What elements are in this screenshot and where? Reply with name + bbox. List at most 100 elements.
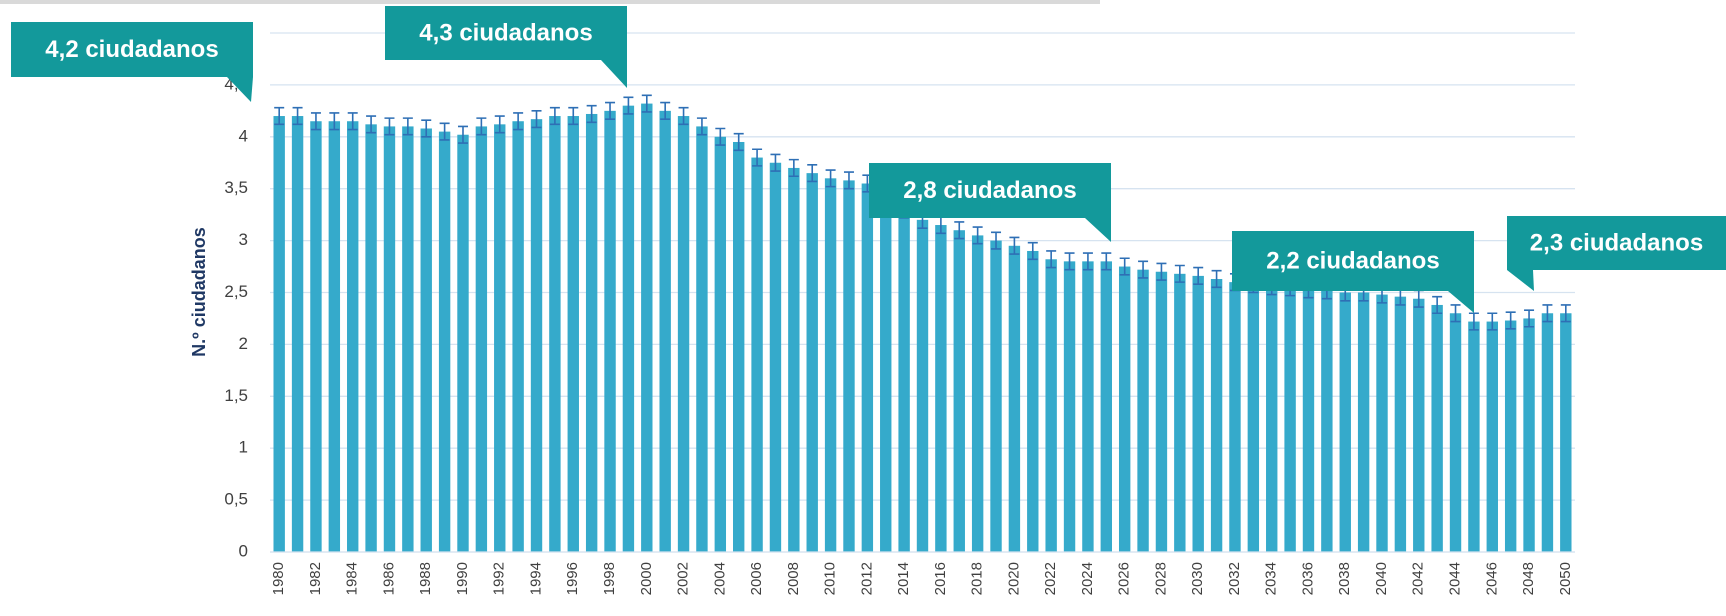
x-tick-label: 2028: [1152, 562, 1169, 595]
bar: [1284, 287, 1296, 552]
x-tick-label: 2020: [1005, 562, 1022, 595]
bar: [438, 131, 451, 553]
bar: [475, 126, 488, 553]
error-bar: [1119, 257, 1130, 276]
x-tick-label: 2042: [1410, 562, 1427, 595]
bar: [641, 103, 653, 553]
error-bar: [1064, 252, 1075, 271]
callout-tail: [1085, 218, 1111, 242]
bar: [1504, 320, 1517, 552]
bar: [291, 116, 304, 552]
x-tick-label: 2038: [1336, 562, 1353, 595]
bar: [1449, 313, 1462, 552]
top-shadow: [0, 0, 1100, 4]
y-tick-label: 0,5: [224, 490, 248, 509]
bar: [732, 141, 745, 553]
x-tick-label: 2046: [1483, 562, 1500, 595]
error-bar: [678, 106, 689, 126]
error-bar: [1524, 309, 1535, 328]
bar: [1155, 271, 1168, 552]
error-bar: [1542, 304, 1553, 323]
error-bar: [1156, 262, 1167, 281]
callout-tail: [227, 77, 253, 102]
x-tick-label: 2014: [895, 562, 912, 595]
error-bar: [1468, 312, 1479, 331]
error-bar: [1450, 304, 1461, 323]
error-bar: [1560, 304, 1571, 323]
callout-box: [385, 6, 627, 60]
error-bar: [752, 148, 763, 167]
error-bar: [696, 117, 707, 136]
x-tick-label: 1984: [344, 562, 361, 595]
y-tick-label: 3,5: [224, 178, 248, 197]
y-tick-label: 1: [239, 438, 248, 457]
bar: [604, 110, 616, 552]
error-bar: [384, 117, 395, 136]
bar: [824, 178, 837, 552]
bar: [935, 225, 947, 552]
x-tick-label: 1996: [564, 562, 581, 595]
x-tick-label: 1988: [417, 562, 434, 595]
bar: [677, 116, 690, 552]
bar: [402, 126, 414, 553]
bar: [273, 116, 285, 552]
bar: [567, 116, 579, 552]
x-tick-label: 2032: [1226, 562, 1243, 595]
error-bar: [1138, 260, 1149, 279]
bar: [898, 209, 910, 552]
x-tick-label: 1986: [380, 562, 397, 595]
bar: [1100, 261, 1113, 552]
x-tick-label: 2040: [1373, 562, 1390, 595]
bar: [990, 240, 1002, 552]
error-bar: [1211, 269, 1222, 289]
y-tick-label: 1,5: [224, 386, 248, 405]
y-tick-label: 4: [239, 126, 248, 145]
bar: [1357, 292, 1370, 552]
error-bar: [1046, 250, 1057, 269]
error-bar: [494, 115, 505, 134]
error-bar: [1082, 252, 1093, 271]
y-tick-label: 0: [239, 541, 248, 560]
bar: [457, 134, 469, 552]
error-bar: [1027, 241, 1038, 261]
bar: [1321, 290, 1333, 552]
bar: [1541, 313, 1554, 552]
error-bar: [1487, 312, 1498, 331]
bar: [328, 121, 341, 552]
bar: [383, 126, 396, 553]
bar: [512, 121, 524, 552]
error-bar: [1009, 236, 1020, 255]
bar: [861, 183, 874, 552]
x-tick-label: 2026: [1116, 562, 1133, 595]
annotation: 2,8 ciudadanos: [903, 177, 1076, 204]
bar: [494, 124, 506, 553]
x-tick-label: 2010: [822, 562, 839, 595]
x-tick-label: 2002: [675, 562, 692, 595]
error-bar: [347, 112, 358, 131]
error-bar: [825, 169, 836, 188]
bar: [1118, 266, 1131, 552]
bar: [806, 173, 818, 552]
error-bar: [513, 112, 524, 131]
error-bar: [770, 153, 781, 172]
error-bar: [788, 158, 799, 178]
bar: [347, 121, 359, 552]
x-tick-label: 2036: [1299, 562, 1316, 595]
error-bar: [954, 221, 965, 240]
bar: [549, 116, 561, 552]
x-tick-label: 2004: [711, 562, 728, 595]
bar: [1339, 292, 1351, 552]
bar: [971, 235, 984, 552]
bar: [1192, 275, 1204, 552]
callout-box: [869, 163, 1111, 218]
annotation: 2,2 ciudadanos: [1266, 247, 1439, 274]
bar: [843, 180, 855, 552]
callout-tail: [601, 60, 627, 88]
error-bar: [292, 106, 303, 126]
bar: [953, 230, 965, 552]
callout-box: [11, 22, 253, 77]
y-tick-label: 2: [239, 334, 248, 353]
bar: [1266, 286, 1278, 552]
error-bar: [843, 171, 854, 190]
error-bar: [274, 106, 285, 126]
